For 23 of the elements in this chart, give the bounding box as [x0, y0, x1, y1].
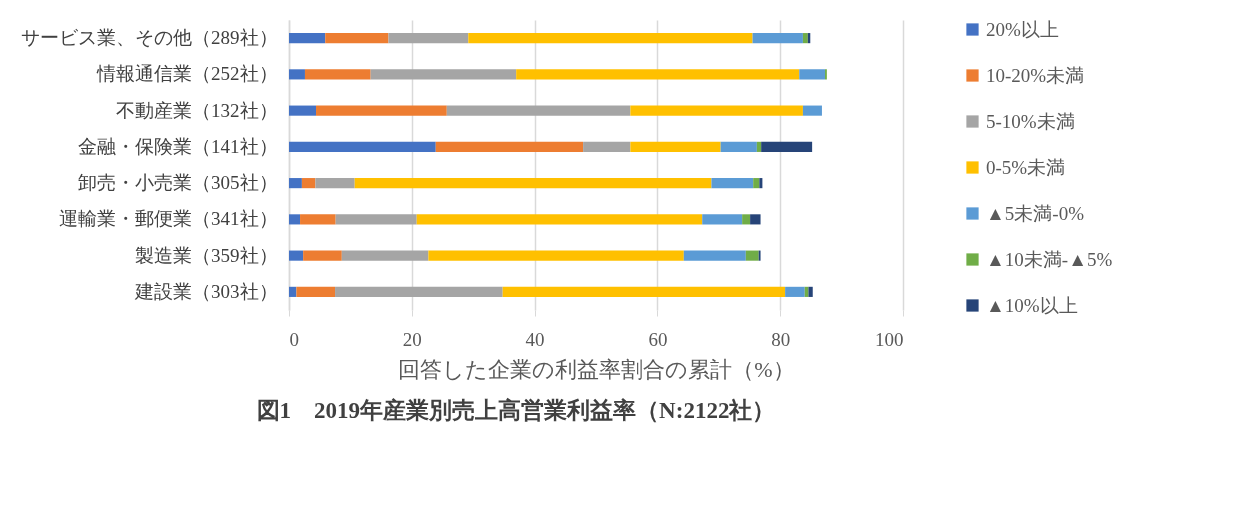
legend-label: ▲10%以上 [986, 294, 1078, 316]
y-tick-label: サービス業、その他（289社） [21, 27, 278, 49]
y-tick-label: 情報通信業（252社） [96, 63, 278, 85]
y-tick-label: 製造業（359社） [135, 244, 278, 266]
legend-label: ▲5未満-0% [986, 202, 1085, 224]
y-tick-label: 運輸業・郵便業（341社） [59, 208, 278, 230]
x-tick-label: 80 [771, 328, 791, 350]
legend-label: 5-10%未満 [986, 110, 1075, 132]
x-tick-label: 100 [875, 328, 904, 350]
x-tick-label: 60 [648, 328, 668, 350]
text: 図1 2019年産業別売上高営業利益率（N:2122社） [256, 397, 776, 423]
x-tick-label: 20 [402, 328, 422, 350]
y-tick-label: 金融・保険業（141社） [78, 135, 278, 157]
x-tick-label: 40 [525, 328, 545, 350]
y-tick-label: 卸売・小売業（305社） [78, 172, 278, 194]
legend-label: ▲10未満-▲5% [986, 248, 1113, 270]
legend-label: 10-20%未満 [986, 64, 1085, 86]
y-tick-label: 建設業（303社） [134, 280, 278, 302]
y-tick-label: 不動産業（132社） [116, 99, 278, 121]
x-axis-title: 回答した企業の利益率割合の累計（%） [398, 356, 795, 382]
x-tick-label: 0 [289, 328, 299, 350]
legend-label: 20%以上 [986, 18, 1059, 40]
legend-label: 0-5%未満 [986, 156, 1066, 178]
